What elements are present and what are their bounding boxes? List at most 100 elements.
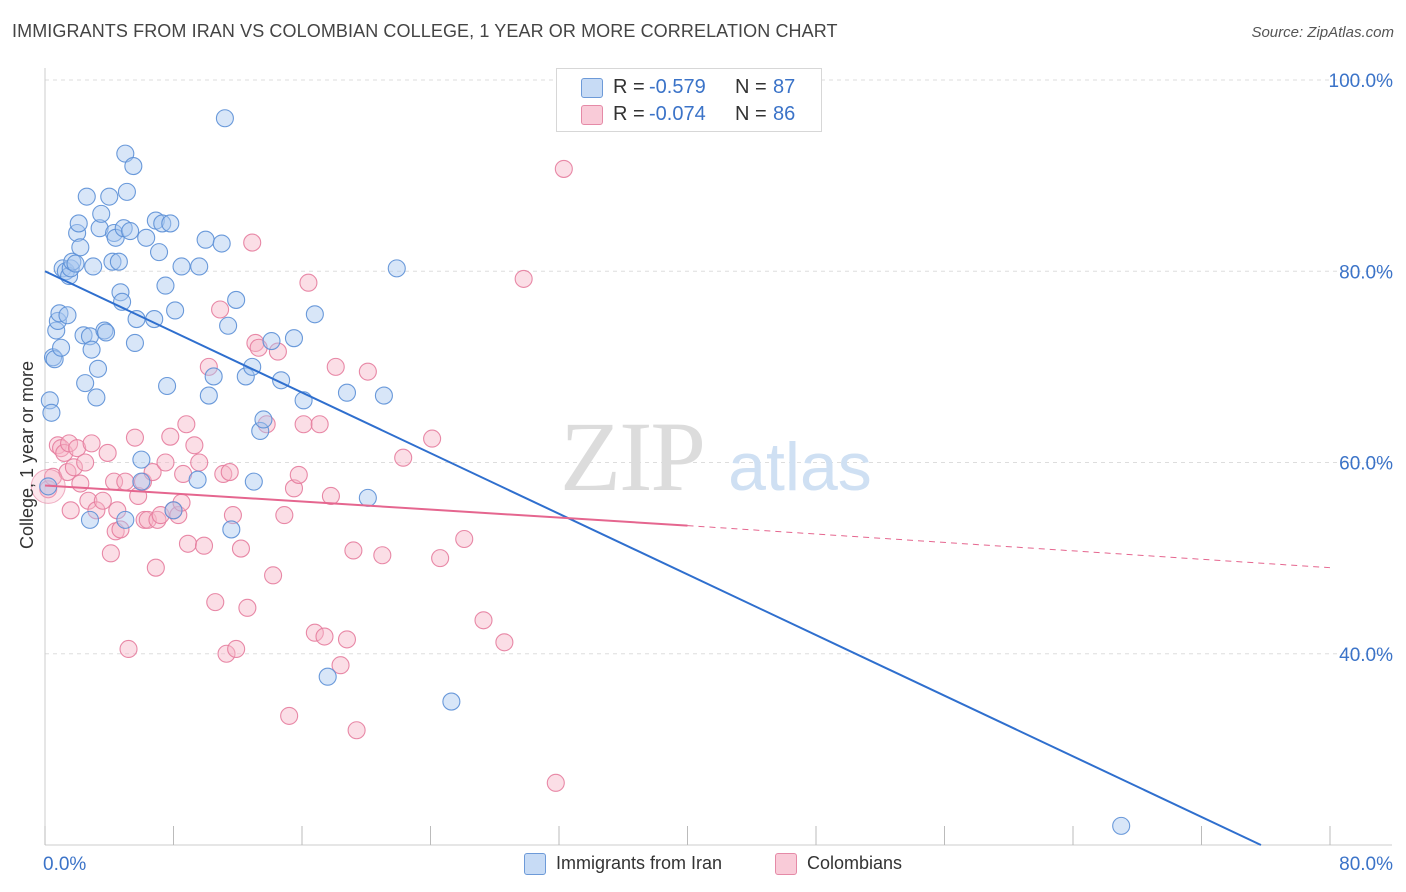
colombians-point <box>223 506 242 525</box>
iran-point <box>442 692 461 711</box>
colombians-point <box>71 474 90 493</box>
iran-point <box>127 310 146 329</box>
legend-r-value: -0.074 <box>649 103 706 125</box>
iran-point <box>82 340 101 359</box>
y-tick-label: 40.0% <box>1339 645 1393 666</box>
iran-point <box>52 338 71 357</box>
iran-point <box>337 383 357 402</box>
colombians-point <box>98 443 117 462</box>
iran-point <box>172 257 191 276</box>
iran-point <box>58 306 77 325</box>
iran-point <box>227 290 246 309</box>
colombians-point <box>48 436 67 455</box>
colombians-point <box>358 362 377 381</box>
iran-point <box>374 386 393 405</box>
iran-point <box>100 187 119 206</box>
series-iran-points <box>39 109 1131 835</box>
iran-point <box>188 470 207 489</box>
colombians-point <box>280 706 299 725</box>
colombians-point <box>64 458 83 477</box>
colombians-point <box>87 501 106 520</box>
iran-point <box>132 472 151 491</box>
watermark-atlas: atlas <box>728 429 872 505</box>
iran-point <box>1112 816 1131 835</box>
colombians-point <box>423 429 442 448</box>
iran-point <box>161 214 180 233</box>
colombians-point <box>264 566 283 585</box>
colombians-trend-line <box>44 484 688 527</box>
iran-point <box>358 488 377 507</box>
iran-point <box>190 257 209 276</box>
iran-point <box>251 421 270 440</box>
legend-swatch-iran <box>524 853 546 875</box>
colombians-trend-extension <box>687 525 1331 569</box>
iran-point <box>77 187 96 206</box>
iran-point <box>219 316 238 335</box>
colombians-point <box>373 546 392 565</box>
colombians-point <box>294 415 313 434</box>
iran-point <box>215 109 234 128</box>
iran-point <box>124 157 143 176</box>
legend-r-label: R = <box>613 76 645 98</box>
iran-point <box>56 262 75 281</box>
colombians-point <box>93 491 112 510</box>
colombians-point <box>119 639 138 659</box>
colombians-point <box>178 534 198 553</box>
colombians-point <box>185 436 204 455</box>
colombians-point <box>116 472 135 491</box>
colombians-point <box>546 773 565 792</box>
x-tick-label: 80.0% <box>1339 854 1393 875</box>
colombians-point <box>243 233 262 252</box>
iran-point <box>117 182 136 201</box>
iran-point <box>90 219 109 238</box>
iran-point <box>149 243 169 262</box>
colombians-point <box>177 415 196 434</box>
colombians-point <box>76 453 95 472</box>
iran-point <box>204 367 223 386</box>
watermark: ZIP atlas <box>560 401 872 512</box>
iran-point <box>74 326 93 345</box>
y-tick-label: 60.0% <box>1339 454 1393 475</box>
iran-point <box>132 450 151 469</box>
colombians-point <box>431 549 450 568</box>
colombians-point <box>238 598 257 617</box>
colombians-point <box>289 465 308 484</box>
y-tick-label: 80.0% <box>1339 262 1393 283</box>
iran-point <box>244 472 263 491</box>
legend-swatch-iran <box>581 78 603 98</box>
tick-labels: 40.0% 60.0% 80.0% 100.0% 0.0% 80.0% <box>43 71 1393 875</box>
iran-point <box>318 667 337 686</box>
colombians-point <box>337 630 357 649</box>
iran-point <box>111 283 130 302</box>
iran-point <box>69 214 88 233</box>
iran-point <box>116 510 135 529</box>
legend-swatch-colombians <box>581 105 603 125</box>
iran-point <box>71 238 90 257</box>
colombians-point <box>111 520 130 539</box>
colombians-point <box>161 427 180 446</box>
x-tick-label: 0.0% <box>43 854 86 875</box>
watermark-zip: ZIP <box>560 401 704 512</box>
colombians-point <box>148 510 167 529</box>
iran-point <box>47 321 66 340</box>
legend-n-value: 87 <box>773 76 796 98</box>
iran-point <box>156 276 175 295</box>
colombians-point <box>554 159 573 178</box>
colombians-point <box>146 558 165 577</box>
iran-point <box>254 410 273 429</box>
colombians-point <box>321 486 340 506</box>
source-credit: Source: ZipAtlas.com <box>1251 24 1394 41</box>
iran-point <box>121 222 140 241</box>
colombians-point <box>156 453 175 472</box>
iran-point <box>66 254 85 273</box>
colombians-point <box>199 357 218 376</box>
colombians-point <box>310 415 329 434</box>
iran-point <box>96 323 116 342</box>
iran-point <box>87 388 106 407</box>
colombians-point <box>495 633 514 652</box>
colombians-point <box>214 464 233 484</box>
colombians-point <box>331 656 350 675</box>
colombians-point <box>194 536 214 555</box>
colombians-point <box>268 342 287 361</box>
chart-title: IMMIGRANTS FROM IRAN VS COLOMBIAN COLLEG… <box>12 21 838 41</box>
